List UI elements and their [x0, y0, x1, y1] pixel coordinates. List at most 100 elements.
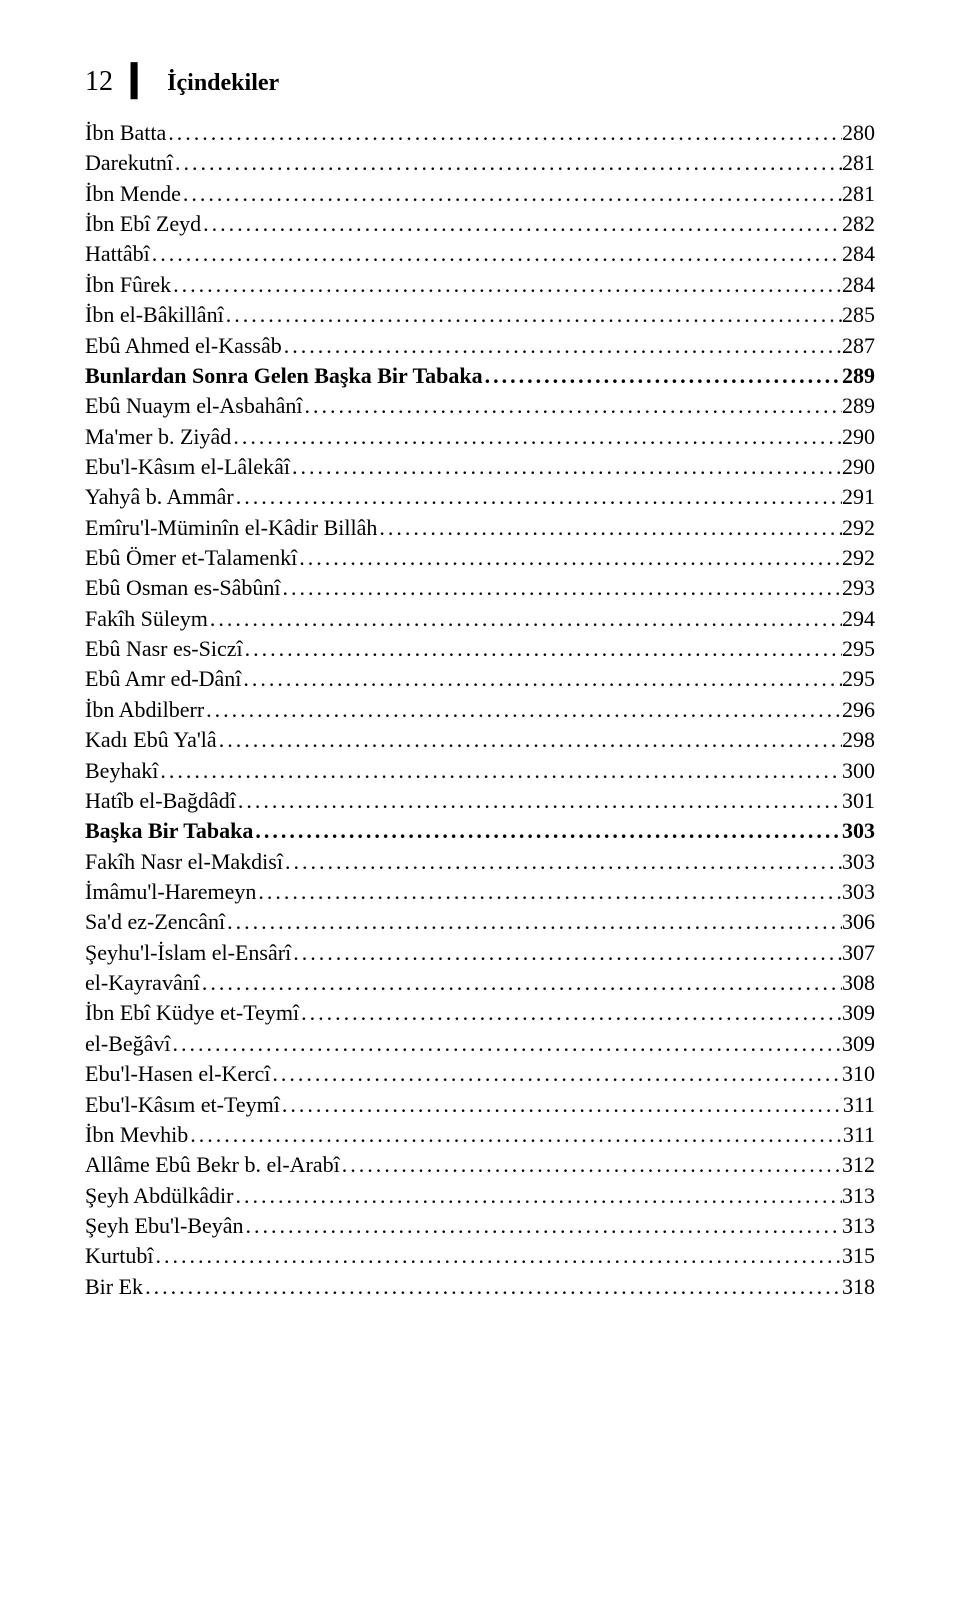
toc-dots: ........................................…	[204, 695, 842, 725]
toc-label: Ebû Ahmed el-Kassâb	[85, 331, 282, 361]
toc-page: 318	[842, 1272, 875, 1302]
toc-page: 289	[842, 391, 875, 421]
toc-label: Şeyh Ebu'l-Beyân	[85, 1211, 244, 1241]
toc-label: Ebû Nuaym el-Asbahânî	[85, 391, 303, 421]
toc-entry: Darekutnî...............................…	[85, 148, 875, 178]
toc-page: 309	[842, 998, 875, 1028]
toc-page: 290	[842, 422, 875, 452]
toc-entry: Bunlardan Sonra Gelen Başka Bir Tabaka..…	[85, 361, 875, 391]
toc-label: Ebu'l-Hasen el-Kercî	[85, 1059, 270, 1089]
toc-label: Ebû Amr ed-Dânî	[85, 664, 241, 694]
toc-entry: el-Kayravânî............................…	[85, 968, 875, 998]
toc-entry: Ebû Osman es-Sâbûnî.....................…	[85, 573, 875, 603]
toc-label: İbn Mende	[85, 179, 181, 209]
toc-dots: ........................................…	[166, 118, 842, 148]
toc-entry: Beyhakî.................................…	[85, 756, 875, 786]
toc-page: 310	[842, 1059, 875, 1089]
toc-page: 303	[842, 877, 875, 907]
toc-label: İbn Fûrek	[85, 270, 171, 300]
toc-dots: ........................................…	[283, 847, 842, 877]
toc-dots: ........................................…	[299, 998, 842, 1028]
toc-dots: ........................................…	[256, 877, 842, 907]
toc-page: 311	[843, 1090, 875, 1120]
toc-entry: Emîru'l-Müminîn el-Kâdir Billâh.........…	[85, 513, 875, 543]
toc-entry: Allâme Ebû Bekr b. el-Arabî.............…	[85, 1150, 875, 1180]
toc-dots: ........................................…	[158, 756, 842, 786]
toc-page: 292	[842, 543, 875, 573]
toc-entry: Bir Ek..................................…	[85, 1272, 875, 1302]
toc-page: 292	[842, 513, 875, 543]
toc-dots: ........................................…	[181, 179, 842, 209]
toc-page: 289	[842, 361, 875, 391]
toc-label: Allâme Ebû Bekr b. el-Arabî	[85, 1150, 340, 1180]
toc-label: Ebu'l-Kâsım el-Lâlekâî	[85, 452, 290, 482]
toc-entry: Ebû Nuaym el-Asbahânî...................…	[85, 391, 875, 421]
toc-label: Beyhakî	[85, 756, 158, 786]
toc-entry: İbn Ebî Küdye et-Teymî..................…	[85, 998, 875, 1028]
toc-label: Şeyhu'l-İslam el-Ensârî	[85, 938, 291, 968]
toc-entry: Sa'd ez-Zencânî.........................…	[85, 907, 875, 937]
toc-label: Bunlardan Sonra Gelen Başka Bir Tabaka	[85, 361, 483, 391]
toc-dots: ........................................…	[224, 300, 842, 330]
toc-label: Başka Bir Tabaka	[85, 816, 253, 846]
toc-label: Kadı Ebû Ya'lâ	[85, 725, 217, 755]
toc-page: 307	[842, 938, 875, 968]
toc-dots: ........................................…	[290, 452, 842, 482]
toc-dots: ........................................…	[217, 725, 842, 755]
page-header: 12 ❙ İçindekiler	[85, 60, 875, 98]
toc-label: Darekutnî	[85, 148, 173, 178]
toc-page: 295	[842, 664, 875, 694]
toc-label: Ebû Osman es-Sâbûnî	[85, 573, 281, 603]
header-title: İçindekiler	[167, 70, 279, 97]
toc-entry: Şeyh Abdülkâdir.........................…	[85, 1181, 875, 1211]
toc-label: Kurtubî	[85, 1241, 153, 1271]
toc-entry: Hattâbî.................................…	[85, 239, 875, 269]
toc-entry: İbn Ebî Zeyd............................…	[85, 209, 875, 239]
toc-entry: İbn Fûrek...............................…	[85, 270, 875, 300]
toc-page: 312	[842, 1150, 875, 1180]
toc-dots: ........................................…	[225, 907, 842, 937]
toc-label: Fakîh Nasr el-Makdisî	[85, 847, 283, 877]
toc-page: 298	[842, 725, 875, 755]
toc-page: 284	[842, 239, 875, 269]
toc-page: 284	[842, 270, 875, 300]
toc-entry: Ebû Nasr es-Siczî.......................…	[85, 634, 875, 664]
toc-entry: Ebu'l-Kâsım et-Teymî....................…	[85, 1090, 875, 1120]
toc-page: 313	[842, 1181, 875, 1211]
toc-dots: ........................................…	[208, 604, 842, 634]
toc-entry: İbn Mevhib..............................…	[85, 1120, 875, 1150]
toc-label: Hattâbî	[85, 239, 150, 269]
toc-entry: İbn Abdilberr...........................…	[85, 695, 875, 725]
toc-label: Bir Ek	[85, 1272, 143, 1302]
toc-page: 280	[842, 118, 875, 148]
toc-dots: ........................................…	[280, 1090, 843, 1120]
toc-label: İbn Ebî Küdye et-Teymî	[85, 998, 299, 1028]
toc-label: Ma'mer b. Ziyâd	[85, 422, 231, 452]
toc-label: Ebû Ömer et-Talamenkî	[85, 543, 297, 573]
toc-label: İbn Mevhib	[85, 1120, 188, 1150]
toc-entry: Hatîb el-Bağdâdî........................…	[85, 786, 875, 816]
toc-dots: ........................................…	[201, 209, 842, 239]
toc-label: İbn Batta	[85, 118, 166, 148]
toc-label: İmâmu'l-Haremeyn	[85, 877, 256, 907]
toc-entry: Kurtubî.................................…	[85, 1241, 875, 1271]
toc-entry: İbn el-Bâkillânî........................…	[85, 300, 875, 330]
toc-page: 281	[842, 179, 875, 209]
toc-dots: ........................................…	[171, 270, 842, 300]
toc-dots: ........................................…	[377, 513, 842, 543]
toc-entry: İbn Batta...............................…	[85, 118, 875, 148]
toc-entry: Kadı Ebû Ya'lâ..........................…	[85, 725, 875, 755]
toc-page: 291	[842, 482, 875, 512]
toc-entry: Ebû Ömer et-Talamenkî...................…	[85, 543, 875, 573]
toc-page: 303	[842, 847, 875, 877]
toc-dots: ........................................…	[150, 239, 842, 269]
toc-label: Şeyh Abdülkâdir	[85, 1181, 234, 1211]
toc-dots: ........................................…	[253, 816, 842, 846]
toc-dots: ........................................…	[244, 1211, 842, 1241]
toc-dots: ........................................…	[236, 786, 842, 816]
toc-dots: ........................................…	[282, 331, 842, 361]
toc-entry: Fakîh Nasr el-Makdisî...................…	[85, 847, 875, 877]
toc-page: 281	[842, 148, 875, 178]
toc-dots: ........................................…	[483, 361, 842, 391]
toc-entry: İmâmu'l-Haremeyn........................…	[85, 877, 875, 907]
